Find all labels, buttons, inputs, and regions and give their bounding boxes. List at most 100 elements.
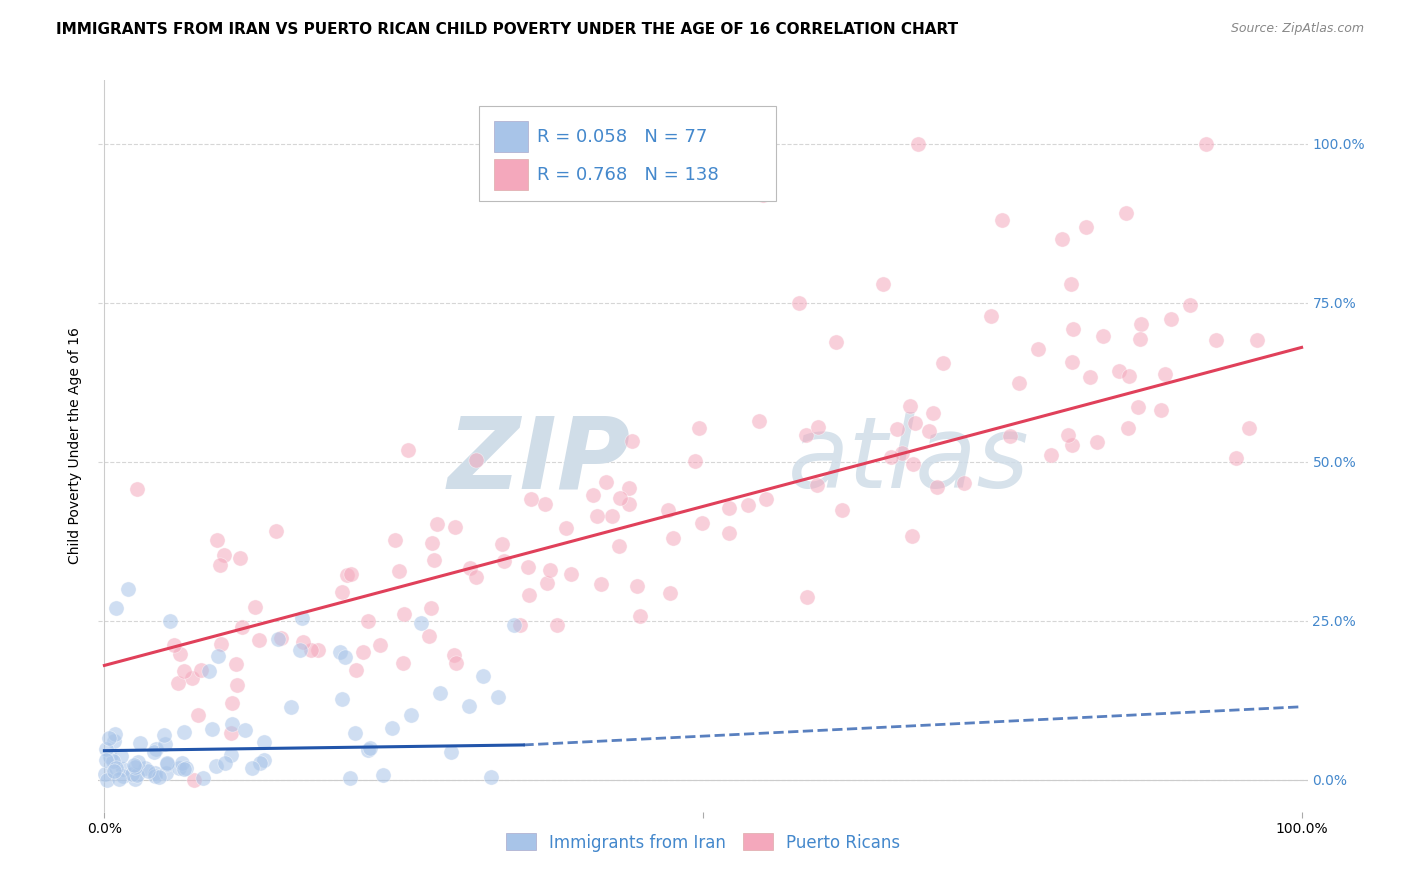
Point xyxy=(357,743,380,757)
Point xyxy=(1039,448,1062,462)
Point xyxy=(560,567,582,582)
Point xyxy=(891,446,914,460)
Point xyxy=(156,757,179,772)
Text: R = 0.058   N = 77: R = 0.058 N = 77 xyxy=(537,128,707,145)
Point xyxy=(170,756,193,771)
Point xyxy=(807,420,830,434)
Point xyxy=(231,620,253,634)
Point xyxy=(399,708,422,723)
Point xyxy=(418,629,440,643)
Point xyxy=(98,749,121,764)
Point xyxy=(1150,403,1173,417)
Point xyxy=(173,725,195,739)
Point xyxy=(356,615,378,629)
Text: R = 0.768   N = 138: R = 0.768 N = 138 xyxy=(537,166,718,184)
Point xyxy=(335,567,357,582)
Point xyxy=(546,618,568,632)
Point xyxy=(253,734,276,748)
Point xyxy=(105,761,128,775)
Text: atlas: atlas xyxy=(787,412,1029,509)
Point xyxy=(207,649,229,664)
Point xyxy=(291,634,314,648)
Point xyxy=(1091,329,1114,343)
Point xyxy=(1225,451,1247,466)
Point xyxy=(619,497,641,511)
Point xyxy=(600,508,623,523)
Point xyxy=(717,525,740,540)
Point xyxy=(392,657,415,671)
Point xyxy=(180,671,202,685)
Point xyxy=(903,458,925,472)
Point xyxy=(1195,136,1218,151)
Point xyxy=(240,761,263,775)
Point xyxy=(752,187,775,202)
Point xyxy=(582,488,605,502)
Point xyxy=(423,553,446,567)
Point xyxy=(155,766,177,780)
Point xyxy=(688,421,710,435)
Point xyxy=(167,675,190,690)
Point xyxy=(748,414,770,428)
Point xyxy=(209,637,232,651)
Point xyxy=(900,529,922,543)
Point xyxy=(1008,376,1031,391)
Point xyxy=(396,443,419,458)
Point xyxy=(991,213,1014,227)
Point xyxy=(534,497,557,511)
Point xyxy=(444,519,467,533)
Point xyxy=(148,771,170,785)
Point xyxy=(520,492,543,507)
Point xyxy=(104,727,127,741)
Point xyxy=(755,492,778,507)
Point xyxy=(516,560,538,574)
Point xyxy=(152,728,174,742)
Point xyxy=(555,521,578,535)
Point xyxy=(280,699,302,714)
FancyBboxPatch shape xyxy=(494,121,527,152)
Point xyxy=(1062,321,1084,335)
Point xyxy=(111,762,134,776)
Point xyxy=(880,450,903,464)
Point xyxy=(169,761,191,775)
Point xyxy=(96,772,118,787)
Point xyxy=(94,767,117,781)
FancyBboxPatch shape xyxy=(479,106,776,201)
Point xyxy=(127,755,149,769)
Y-axis label: Child Poverty Under the Age of 16: Child Poverty Under the Age of 16 xyxy=(69,327,83,565)
Point xyxy=(662,531,685,545)
Point xyxy=(486,690,509,705)
Point xyxy=(872,277,894,291)
Point xyxy=(209,558,232,573)
Point xyxy=(1153,367,1175,381)
Point xyxy=(221,747,243,762)
Point xyxy=(339,772,361,786)
Point xyxy=(183,772,205,787)
Point xyxy=(388,565,411,579)
Point xyxy=(264,524,287,538)
Point xyxy=(472,669,495,683)
Point xyxy=(247,633,270,648)
Point xyxy=(373,767,395,781)
Point xyxy=(1118,369,1140,384)
Point xyxy=(122,757,145,772)
Point xyxy=(787,296,810,310)
Point xyxy=(481,770,503,784)
Point xyxy=(187,707,209,722)
Point xyxy=(233,723,256,738)
Point xyxy=(190,663,212,677)
Point xyxy=(465,452,488,467)
Point xyxy=(392,607,415,622)
Point xyxy=(384,533,406,547)
Point xyxy=(225,678,247,692)
Point xyxy=(110,748,132,763)
Point xyxy=(1126,401,1149,415)
Point xyxy=(1078,369,1101,384)
Point xyxy=(191,771,214,785)
Point xyxy=(142,745,165,759)
Point xyxy=(595,475,617,489)
Point xyxy=(737,498,759,512)
Point xyxy=(825,334,848,349)
Point xyxy=(619,481,641,495)
Point xyxy=(536,575,558,590)
Point xyxy=(381,721,404,735)
